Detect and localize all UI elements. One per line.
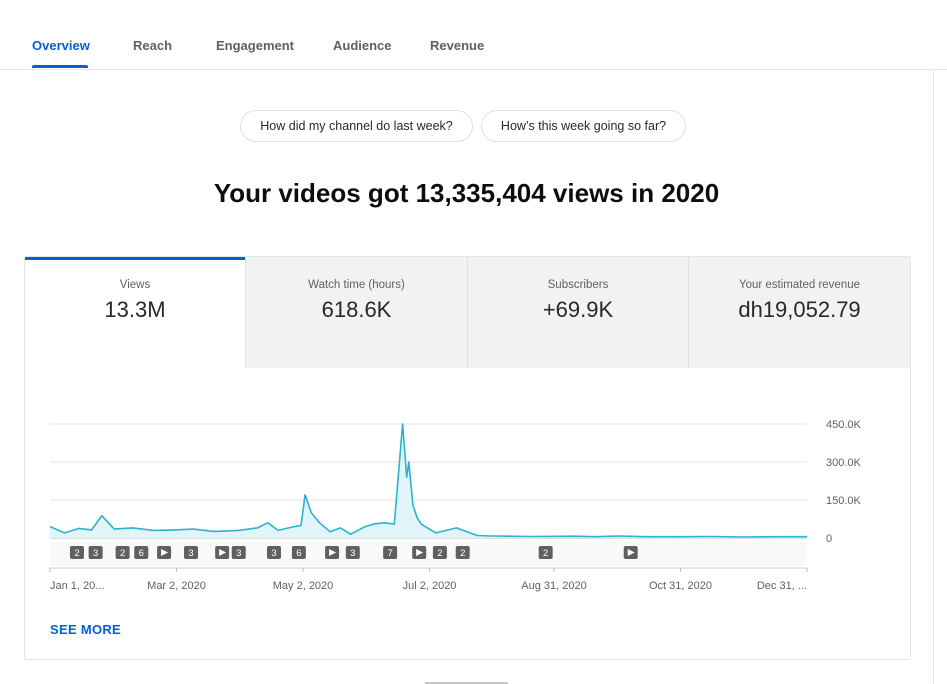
x-tick-label: Dec 31, ... (757, 580, 807, 592)
event-count-marker[interactable] (266, 546, 281, 559)
top-tab-bar: Overview Reach Engagement Audience Reven… (0, 0, 947, 70)
event-count-label: 2 (74, 548, 79, 559)
views-area-fill (50, 424, 807, 538)
event-count-marker[interactable] (69, 546, 84, 559)
last-week-question-chip[interactable]: How did my channel do last week? (240, 110, 473, 142)
metric-subscribers-label: Subscribers (547, 279, 609, 291)
x-tick-label: Jan 1, 20... (50, 580, 104, 592)
event-count-label: 7 (387, 548, 392, 559)
metric-subscribers-tab[interactable]: Subscribers +69.9K (468, 257, 688, 368)
event-count-marker[interactable] (184, 546, 199, 559)
views-line-chart: 450.0K 300.0K 150.0K 0 2 3 2 6 3 3 3 6 3 7 2 2 2 Jan 1, 2… (49, 419, 862, 592)
event-count-label: 6 (296, 548, 301, 559)
event-count-label: 3 (350, 548, 355, 559)
play-icon (627, 549, 635, 556)
event-count-label: 3 (271, 548, 276, 559)
event-count-marker[interactable] (455, 546, 470, 559)
play-icon (329, 549, 337, 556)
event-count-marker[interactable] (134, 546, 149, 559)
y-tick-label: 150.0K (826, 495, 862, 507)
tab-engagement[interactable]: Engagement (216, 38, 295, 53)
metric-divider (245, 257, 246, 368)
tab-overview[interactable]: Overview (32, 38, 90, 53)
metric-views-tab[interactable]: Views 13.3M (25, 257, 245, 368)
event-count-marker[interactable] (115, 546, 130, 559)
y-tick-label: 450.0K (826, 419, 862, 431)
y-tick-label: 300.0K (826, 457, 862, 469)
event-count-marker[interactable] (383, 546, 398, 559)
active-tab-indicator (32, 65, 88, 68)
metric-divider (467, 257, 468, 368)
event-count-marker[interactable] (231, 546, 246, 559)
event-count-marker[interactable] (538, 546, 553, 559)
play-icon (219, 549, 227, 556)
event-count-marker[interactable] (432, 546, 447, 559)
this-week-question-chip[interactable]: How’s this week going so far? (481, 110, 686, 142)
tab-reach[interactable]: Reach (133, 38, 173, 53)
event-count-label: 2 (543, 548, 548, 559)
bottom-scroll-hint (425, 682, 508, 684)
metric-revenue-label: Your estimated revenue (738, 279, 861, 291)
event-count-label: 3 (93, 548, 98, 559)
event-count-marker[interactable] (88, 546, 103, 559)
tab-revenue[interactable]: Revenue (430, 38, 485, 53)
event-count-marker[interactable] (345, 546, 360, 559)
overview-chart-card: Views 13.3M Watch time (hours) 618.6K Su… (24, 256, 911, 660)
metric-divider (688, 257, 689, 368)
event-count-label: 2 (120, 548, 125, 559)
metric-revenue-tab[interactable]: Your estimated revenue dh19,052.79 (689, 257, 910, 368)
metric-watch-time-value: 618.6K (321, 297, 392, 322)
x-tick-label: Oct 31, 2020 (649, 580, 712, 592)
views-series-line (49, 423, 807, 538)
see-more-link[interactable]: SEE MORE (50, 622, 122, 637)
play-icon (161, 549, 169, 556)
metric-subscribers-value: +69.9K (542, 297, 614, 322)
event-count-marker[interactable] (291, 546, 306, 559)
metric-revenue-value: dh19,052.79 (738, 297, 861, 322)
event-count-label: 2 (460, 548, 465, 559)
event-count-label: 3 (188, 548, 193, 559)
event-count-label: 6 (139, 548, 144, 559)
metric-views-label: Views (119, 279, 151, 291)
metric-views-value: 13.3M (104, 297, 166, 322)
x-tick-label: Aug 31, 2020 (521, 580, 586, 592)
event-marker-track (50, 542, 807, 566)
x-tick-label: Jul 2, 2020 (403, 580, 457, 592)
x-tick-label: Mar 2, 2020 (147, 580, 206, 592)
page-headline: Your videos got 13,335,404 views in 2020 (213, 178, 720, 208)
metric-watch-time-label: Watch time (hours) (308, 279, 405, 291)
page-scrollbar-track (933, 69, 934, 684)
play-icon (416, 549, 424, 556)
event-count-label: 3 (236, 548, 241, 559)
y-tick-label: 0 (826, 533, 832, 545)
event-count-label: 2 (437, 548, 442, 559)
metric-watch-time-tab[interactable]: Watch time (hours) 618.6K (246, 257, 467, 368)
x-tick-label: May 2, 2020 (273, 580, 334, 592)
tab-audience[interactable]: Audience (333, 38, 392, 53)
